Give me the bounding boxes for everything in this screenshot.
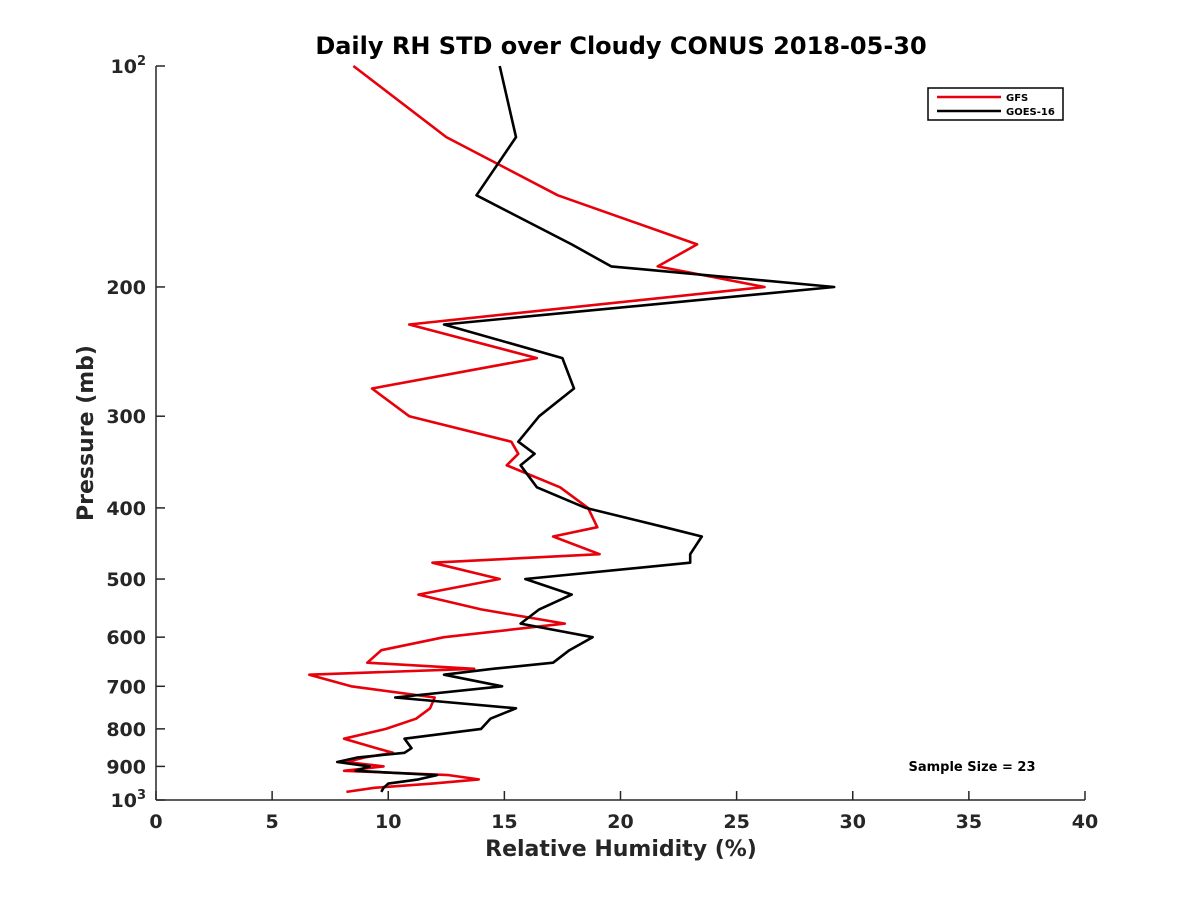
plot-axes: 0 5 10 15 20 25 30 35 40 102 200 300 400 500 600 700 800… [106,54,1098,833]
legend: GFS GOES-16 [927,87,1064,121]
y-tick-label: 500 [106,569,146,591]
chart-title: Daily RH STD over Cloudy CONUS 2018-05-3… [315,32,926,60]
series-line-goes16 [335,65,836,793]
y-tick-label: 600 [106,627,146,649]
x-tick-label: 40 [1072,811,1098,833]
legend-label-gfs: GFS [1006,93,1028,104]
x-tick-label: 0 [149,811,162,833]
y-tick-label: 300 [106,406,146,428]
y-axis-label: Pressure (mb) [74,345,99,521]
y-tick-label: 200 [106,277,146,299]
y-tick-label: 900 [106,756,146,778]
x-tick-label: 15 [491,811,517,833]
y-tick-label: 102 [111,54,147,78]
y-tick-label: 800 [106,719,146,741]
series-layer [307,64,836,794]
legend-label-goes16: GOES-16 [1006,107,1055,118]
y-tick-label: 400 [106,498,146,520]
sample-size-annotation: Sample Size = 23 [908,760,1035,775]
x-tick-label: 25 [723,811,749,833]
x-tick-label: 30 [840,811,866,833]
x-tick-label: 10 [375,811,401,833]
x-tick-label: 35 [956,811,982,833]
x-tick-label: 20 [607,811,633,833]
y-tick-label: 103 [111,788,147,812]
x-axis-label: Relative Humidity (%) [485,837,757,862]
x-tick-label: 5 [266,811,279,833]
series-line-gfs [307,64,766,794]
y-tick-label: 700 [106,676,146,698]
legend-box [927,87,1064,121]
